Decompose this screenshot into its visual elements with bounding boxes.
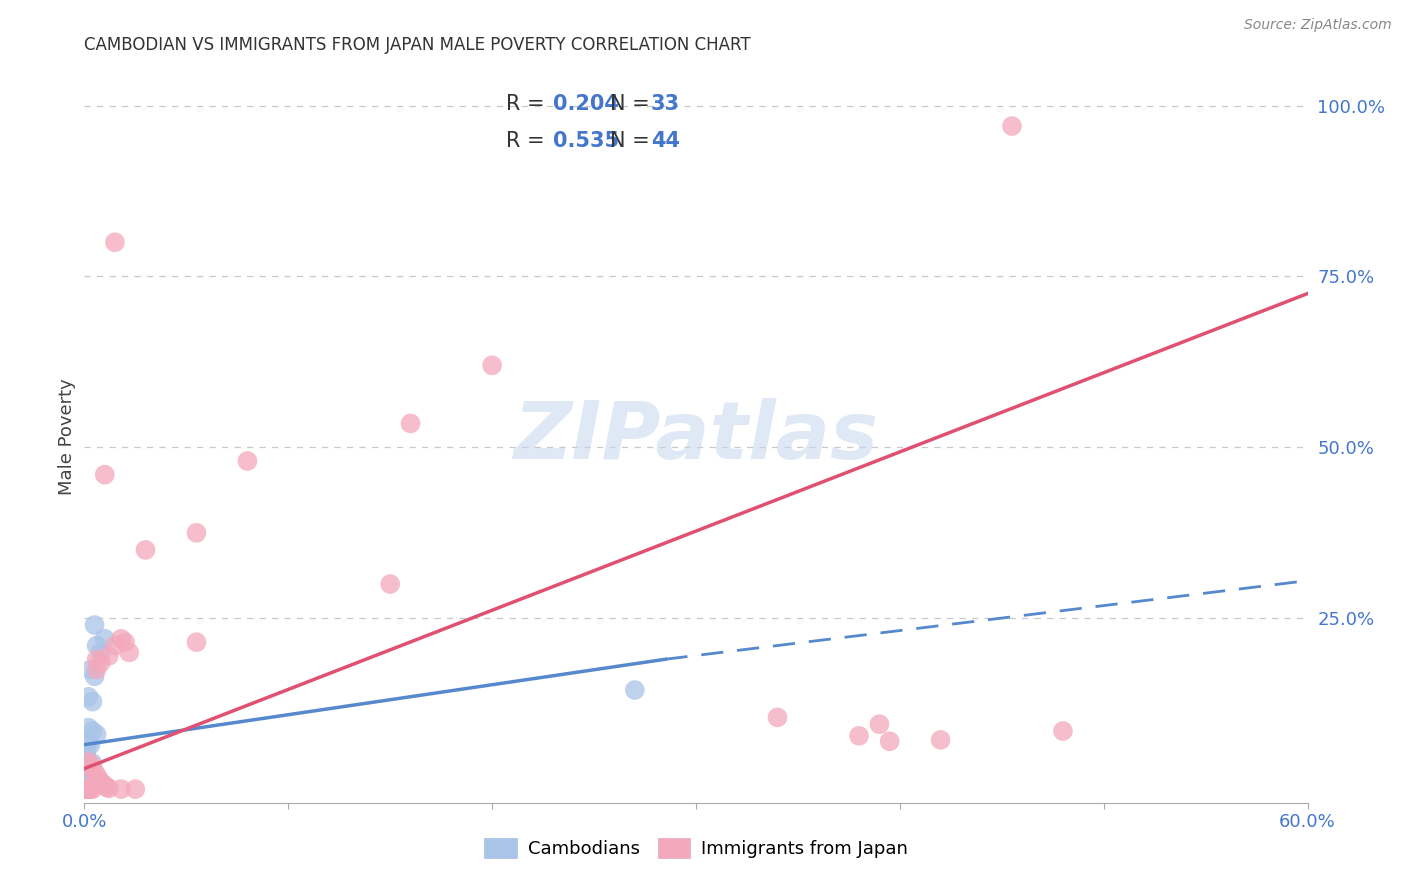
Point bbox=[77, 734, 100, 748]
Point bbox=[93, 467, 117, 482]
Point bbox=[86, 663, 108, 677]
Point bbox=[481, 359, 503, 373]
Point bbox=[77, 782, 100, 797]
Text: R =: R = bbox=[506, 131, 551, 151]
Text: Source: ZipAtlas.com: Source: ZipAtlas.com bbox=[1244, 18, 1392, 32]
Point bbox=[97, 781, 120, 796]
Point bbox=[90, 656, 112, 670]
Point bbox=[79, 778, 101, 792]
Point bbox=[75, 751, 97, 765]
Point bbox=[87, 772, 110, 786]
Y-axis label: Male Poverty: Male Poverty bbox=[58, 379, 76, 495]
Point bbox=[82, 695, 104, 709]
Point bbox=[77, 782, 100, 797]
Point bbox=[90, 775, 112, 789]
Point bbox=[77, 777, 100, 791]
Point bbox=[879, 734, 901, 748]
Point bbox=[75, 782, 97, 797]
Point bbox=[90, 645, 112, 659]
Point bbox=[86, 727, 108, 741]
Point bbox=[77, 721, 100, 735]
Point bbox=[75, 782, 97, 797]
Point bbox=[624, 683, 647, 698]
Point bbox=[1052, 724, 1074, 739]
Point bbox=[83, 669, 105, 683]
Point bbox=[75, 745, 97, 759]
Point bbox=[869, 717, 891, 731]
Point bbox=[91, 777, 114, 791]
Point bbox=[77, 755, 100, 769]
Point bbox=[75, 768, 97, 782]
Point bbox=[848, 729, 870, 743]
Point bbox=[186, 635, 208, 649]
Point bbox=[79, 663, 101, 677]
Point bbox=[124, 782, 146, 797]
Point bbox=[77, 782, 100, 797]
Point bbox=[86, 639, 108, 653]
Point bbox=[77, 690, 100, 704]
Point bbox=[118, 645, 141, 659]
Point bbox=[110, 782, 132, 797]
Point bbox=[79, 782, 101, 797]
Point bbox=[186, 525, 208, 540]
Text: 0.204: 0.204 bbox=[553, 95, 619, 114]
Point bbox=[82, 782, 104, 797]
Point bbox=[75, 782, 97, 797]
Point bbox=[79, 758, 101, 772]
Text: 0.535: 0.535 bbox=[553, 131, 619, 151]
Text: CAMBODIAN VS IMMIGRANTS FROM JAPAN MALE POVERTY CORRELATION CHART: CAMBODIAN VS IMMIGRANTS FROM JAPAN MALE … bbox=[84, 36, 751, 54]
Point bbox=[82, 724, 104, 739]
Point bbox=[77, 770, 100, 784]
Point bbox=[114, 635, 136, 649]
Point bbox=[75, 782, 97, 797]
Point bbox=[79, 738, 101, 752]
Point bbox=[929, 732, 952, 747]
Text: 33: 33 bbox=[651, 95, 679, 114]
Point bbox=[97, 648, 120, 663]
Point bbox=[110, 632, 132, 646]
Text: N =: N = bbox=[610, 131, 657, 151]
Point bbox=[86, 652, 108, 666]
Point bbox=[82, 762, 104, 776]
Point bbox=[75, 782, 97, 797]
Point bbox=[75, 781, 97, 796]
Point bbox=[236, 454, 259, 468]
Text: R =: R = bbox=[506, 95, 551, 114]
Point bbox=[83, 618, 105, 632]
Point bbox=[79, 782, 101, 797]
Legend: Cambodians, Immigrants from Japan: Cambodians, Immigrants from Japan bbox=[475, 829, 917, 867]
Point bbox=[93, 779, 117, 793]
Point bbox=[86, 768, 108, 782]
Point bbox=[77, 755, 100, 769]
Point bbox=[75, 775, 97, 789]
Point bbox=[96, 780, 118, 794]
Point bbox=[135, 542, 157, 557]
Point bbox=[1001, 119, 1024, 133]
Point bbox=[75, 779, 97, 793]
Point bbox=[77, 780, 100, 794]
Text: N =: N = bbox=[610, 95, 657, 114]
Point bbox=[766, 710, 789, 724]
Point bbox=[82, 756, 104, 771]
Point bbox=[104, 235, 127, 250]
Point bbox=[399, 417, 422, 431]
Point bbox=[79, 772, 101, 786]
Point bbox=[93, 632, 117, 646]
Text: 44: 44 bbox=[651, 131, 679, 151]
Point bbox=[83, 765, 105, 780]
Point bbox=[104, 639, 127, 653]
Text: ZIPatlas: ZIPatlas bbox=[513, 398, 879, 476]
Point bbox=[75, 782, 97, 797]
Point bbox=[75, 782, 97, 797]
Point bbox=[380, 577, 402, 591]
